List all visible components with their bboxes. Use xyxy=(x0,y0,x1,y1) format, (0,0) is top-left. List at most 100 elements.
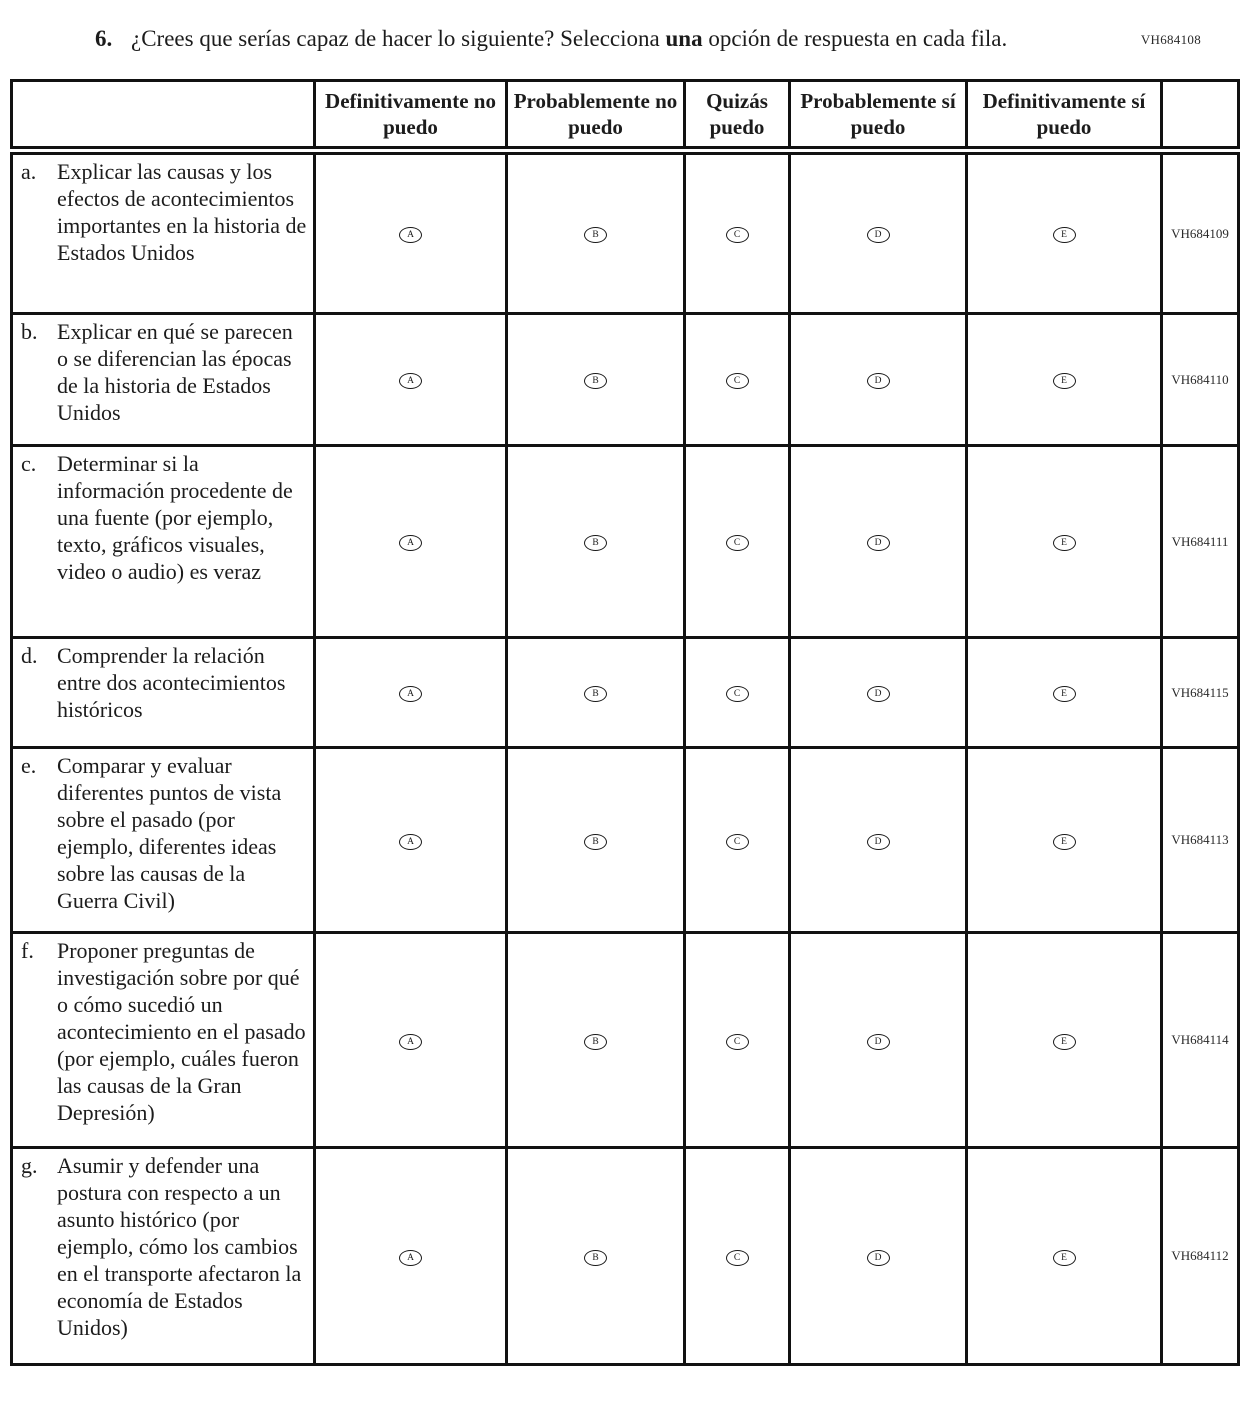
option-bubble-b[interactable]: B xyxy=(584,1033,607,1050)
row-letter: f. xyxy=(21,938,34,963)
option-bubble-d[interactable]: D xyxy=(866,833,890,850)
option-bubble-b[interactable]: B xyxy=(584,227,607,243)
row-label: g. Asumir y defender una postura con res… xyxy=(10,1146,316,1366)
row-text: Comparar y evaluar diferentes puntos de … xyxy=(57,753,282,913)
option-bubble-c[interactable]: C xyxy=(725,1249,749,1266)
form-code: VH684108 xyxy=(1140,32,1201,47)
row-letter: e. xyxy=(21,753,37,778)
header-probablemente-si: Probablemente sí puedo xyxy=(788,79,968,155)
option-bubble-b[interactable]: B xyxy=(584,686,607,702)
header-probablemente-no: Probablemente no puedo xyxy=(505,79,686,155)
row-text: Asumir y defender una postura con respec… xyxy=(57,1153,302,1340)
header-definitivamente-si: Definitivamente sí puedo xyxy=(965,79,1163,155)
row-label: f. Proponer preguntas de investigación s… xyxy=(10,931,316,1149)
option-bubble-e[interactable]: E xyxy=(1052,373,1076,389)
option-cell-e: E xyxy=(965,149,1163,315)
option-cell-a: A xyxy=(313,312,508,447)
option-bubble-e[interactable]: E xyxy=(1052,535,1076,551)
option-bubble-d[interactable]: D xyxy=(866,535,890,551)
question-number: 6. xyxy=(95,26,113,51)
option-bubble-c[interactable]: C xyxy=(725,373,749,389)
row-letter: g. xyxy=(21,1153,38,1178)
option-bubble-e[interactable]: E xyxy=(1052,1249,1076,1266)
option-bubble-e[interactable]: E xyxy=(1052,227,1076,243)
table-row-g: g. Asumir y defender una postura con res… xyxy=(10,1146,1240,1366)
option-cell-c: C xyxy=(683,1146,791,1366)
option-bubble-b[interactable]: B xyxy=(584,535,607,551)
row-text: Explicar las causas y los efectos de aco… xyxy=(57,159,307,265)
option-cell-b: B xyxy=(505,1146,686,1366)
row-code: VH684112 xyxy=(1160,1146,1240,1366)
row-code: VH684113 xyxy=(1160,746,1240,934)
option-bubble-c[interactable]: C xyxy=(725,535,749,551)
option-cell-a: A xyxy=(313,746,508,934)
option-cell-a: A xyxy=(313,149,508,315)
option-cell-e: E xyxy=(965,1146,1163,1366)
header-quizas: Quizás puedo xyxy=(683,79,791,155)
question-text-start: ¿Crees que serías capaz de hacer lo sigu… xyxy=(131,26,666,51)
option-bubble-e[interactable]: E xyxy=(1052,1033,1076,1050)
option-cell-b: B xyxy=(505,149,686,315)
option-bubble-a[interactable]: A xyxy=(399,227,422,243)
option-cell-e: E xyxy=(965,444,1163,639)
header-empty-cell xyxy=(10,79,316,155)
row-letter: c. xyxy=(21,451,37,476)
option-cell-b: B xyxy=(505,931,686,1149)
option-cell-a: A xyxy=(313,636,508,749)
option-cell-c: C xyxy=(683,636,791,749)
row-code: VH684109 xyxy=(1160,149,1240,315)
option-cell-c: C xyxy=(683,746,791,934)
option-bubble-c[interactable]: C xyxy=(725,686,749,702)
option-bubble-d[interactable]: D xyxy=(866,1249,890,1266)
option-cell-c: C xyxy=(683,312,791,447)
option-bubble-a[interactable]: A xyxy=(399,535,422,551)
response-matrix: Definitivamente no puedo Probablemente n… xyxy=(10,79,1240,1366)
table-row-e: e. Comparar y evaluar diferentes puntos … xyxy=(10,746,1240,934)
header-definitivamente-no: Definitivamente no puedo xyxy=(313,79,508,155)
row-code: VH684111 xyxy=(1160,444,1240,639)
option-bubble-d[interactable]: D xyxy=(866,1033,890,1050)
option-bubble-e[interactable]: E xyxy=(1052,686,1076,702)
option-bubble-b[interactable]: B xyxy=(584,1249,607,1266)
option-bubble-b[interactable]: B xyxy=(584,373,607,389)
option-cell-e: E xyxy=(965,636,1163,749)
table-row-b: b. Explicar en qué se parecen o se difer… xyxy=(10,312,1240,447)
row-text: Explicar en qué se parecen o se diferenc… xyxy=(57,319,293,425)
row-text: Proponer preguntas de investigación sobr… xyxy=(57,938,306,1125)
option-bubble-a[interactable]: A xyxy=(399,833,422,850)
question: 6. ¿Crees que serías capaz de hacer lo s… xyxy=(95,24,1179,53)
option-cell-b: B xyxy=(505,746,686,934)
option-cell-d: D xyxy=(788,746,968,934)
option-cell-d: D xyxy=(788,444,968,639)
option-bubble-e[interactable]: E xyxy=(1052,833,1076,850)
row-label: c. Determinar si la información proceden… xyxy=(10,444,316,639)
table-row-a: a. Explicar las causas y los efectos de … xyxy=(10,149,1240,315)
option-cell-e: E xyxy=(965,746,1163,934)
option-bubble-c[interactable]: C xyxy=(725,1033,749,1050)
row-letter: d. xyxy=(21,643,38,668)
option-cell-a: A xyxy=(313,931,508,1149)
question-text-end: opción de respuesta en cada fila. xyxy=(702,26,1008,51)
row-code: VH684110 xyxy=(1160,312,1240,447)
option-bubble-a[interactable]: A xyxy=(399,1033,422,1050)
row-code: VH684114 xyxy=(1160,931,1240,1149)
table-row-c: c. Determinar si la información proceden… xyxy=(10,444,1240,639)
option-bubble-d[interactable]: D xyxy=(866,686,890,702)
row-label: b. Explicar en qué se parecen o se difer… xyxy=(10,312,316,447)
option-cell-b: B xyxy=(505,312,686,447)
option-cell-a: A xyxy=(313,444,508,639)
option-bubble-a[interactable]: A xyxy=(399,373,422,389)
option-cell-a: A xyxy=(313,1146,508,1366)
row-label: d. Comprender la relación entre dos acon… xyxy=(10,636,316,749)
option-cell-b: B xyxy=(505,444,686,639)
option-bubble-c[interactable]: C xyxy=(725,227,749,243)
option-cell-c: C xyxy=(683,444,791,639)
option-bubble-d[interactable]: D xyxy=(866,373,890,389)
option-bubble-a[interactable]: A xyxy=(399,686,422,702)
row-letter: b. xyxy=(21,319,38,344)
option-bubble-d[interactable]: D xyxy=(866,227,890,243)
option-bubble-c[interactable]: C xyxy=(725,833,749,850)
option-bubble-a[interactable]: A xyxy=(399,1249,422,1266)
option-bubble-b[interactable]: B xyxy=(584,833,607,850)
option-cell-d: D xyxy=(788,931,968,1149)
